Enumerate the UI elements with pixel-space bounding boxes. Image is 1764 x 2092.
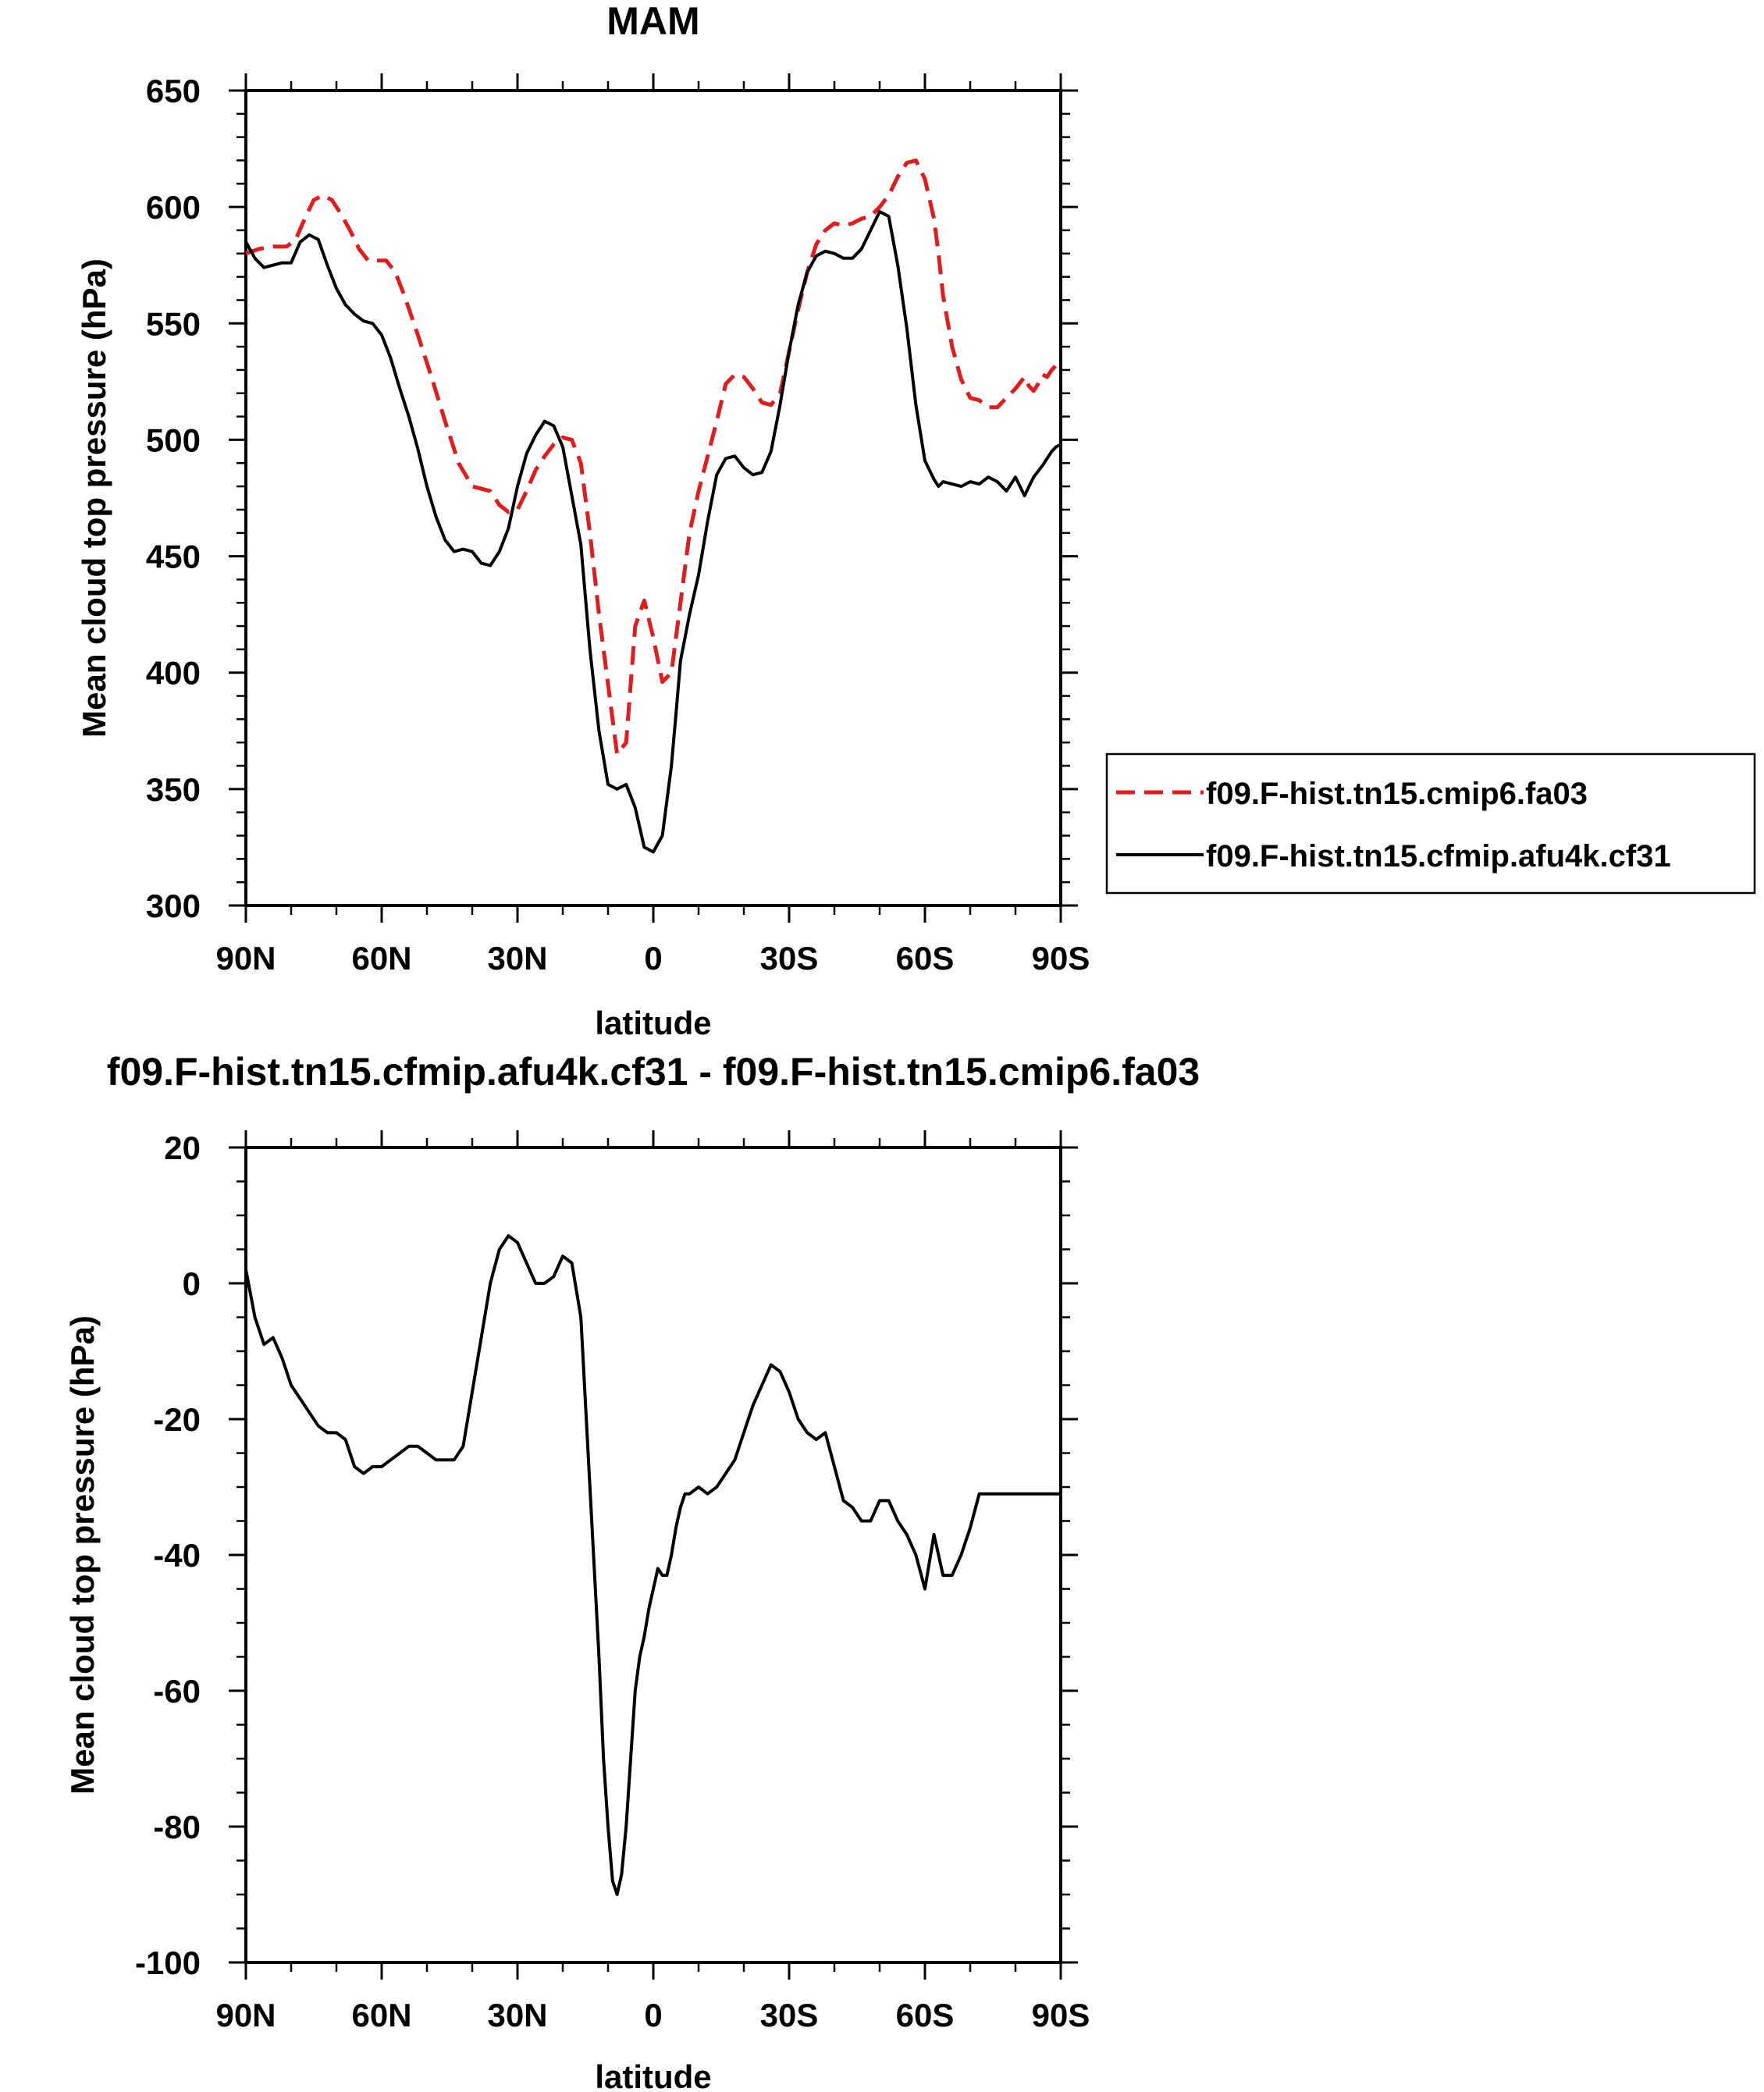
y-tick-label: -20	[153, 1401, 201, 1438]
y-tick-label: 0	[183, 1265, 201, 1302]
y-axis-label: Mean cloud top pressure (hPa)	[76, 258, 112, 738]
y-tick-label: 450	[146, 539, 201, 575]
x-tick-label: 90N	[215, 940, 276, 977]
y-tick-label: -100	[135, 1944, 201, 1981]
x-tick-label: 30N	[487, 940, 547, 977]
chart-title: MAM	[606, 0, 699, 43]
x-tick-label: 30S	[760, 1997, 819, 2033]
y-axis-label: Mean cloud top pressure (hPa)	[64, 1315, 101, 1795]
y-tick-label: 650	[146, 73, 201, 109]
chart-bottom-panel: f09.F-hist.tn15.cfmip.afu4k.cf31 - f09.F…	[64, 1050, 1200, 2092]
axis-ticks: 90N 60N 30N 0 30S 60S 90S 300 350 400 450 500 550 600…	[146, 73, 1090, 977]
y-tick-label: 600	[146, 189, 201, 226]
axis-ticks: 90N 60N 30N 0 30S 60S 90S -100 -80 -60 -40 -20 0 20	[135, 1130, 1090, 2033]
legend-label-0: f09.F-hist.tn15.cmip6.fa03	[1206, 777, 1588, 811]
x-tick-label: 60S	[896, 940, 955, 977]
y-tick-label: -80	[153, 1809, 201, 1845]
legend-label-1: f09.F-hist.tn15.cfmip.afu4k.cf31	[1206, 839, 1671, 873]
y-tick-label: -40	[153, 1537, 201, 1574]
y-tick-label: -60	[153, 1673, 201, 1710]
x-tick-label: 60S	[896, 1997, 955, 2033]
y-tick-label: 500	[146, 422, 201, 458]
x-tick-label: 90S	[1032, 940, 1090, 977]
series-layer	[244, 158, 1063, 854]
y-tick-label: 20	[164, 1130, 201, 1166]
x-axis-label: latitude	[595, 1005, 711, 1041]
x-tick-label: 0	[644, 1997, 662, 2033]
legend-box	[1105, 752, 1756, 895]
plot-frame	[244, 89, 1062, 907]
x-tick-label: 90S	[1032, 1997, 1090, 2033]
x-tick-label: 0	[644, 940, 662, 977]
series-line-0	[245, 158, 1063, 756]
series-layer	[244, 1234, 1061, 1896]
y-tick-label: 300	[146, 888, 201, 924]
x-tick-label: 60N	[351, 940, 411, 977]
y-tick-label: 400	[146, 655, 201, 692]
y-tick-label: 550	[146, 305, 201, 342]
chart-top-panel: MAM 90N 60N 30N 0 30S 60S 90S 300 350 400 450 500 55…	[76, 0, 1756, 1041]
series-line-1	[244, 210, 1062, 854]
series-line-0	[244, 1234, 1061, 1896]
x-tick-label: 90N	[215, 1997, 276, 2033]
y-tick-label: 350	[146, 771, 201, 808]
x-axis-label: latitude	[595, 2058, 711, 2092]
x-tick-label: 30N	[487, 1997, 547, 2033]
x-tick-label: 60N	[351, 1997, 411, 2033]
x-tick-label: 30S	[760, 940, 819, 977]
chart-title: f09.F-hist.tn15.cfmip.afu4k.cf31 - f09.F…	[107, 1050, 1200, 1094]
legend: f09.F-hist.tn15.cmip6.fa03 f09.F-hist.tn…	[1105, 752, 1756, 895]
